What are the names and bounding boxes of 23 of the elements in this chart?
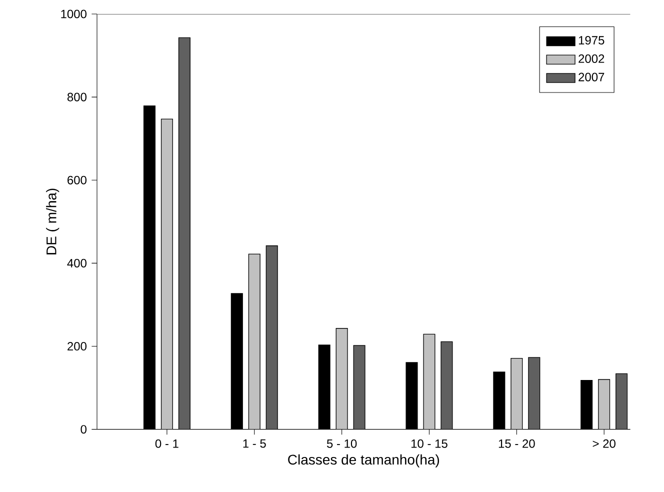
bar [178, 37, 190, 430]
x-tick-label: 15 - 20 [498, 439, 535, 448]
legend-label: 2007 [578, 72, 604, 82]
bar [353, 345, 366, 430]
y-tick-label: 800 [67, 92, 86, 102]
x-tick-label: > 20 [592, 439, 616, 448]
y-tick-label: 200 [68, 342, 86, 351]
x-tick-label: 0 - 1 [155, 439, 178, 448]
bar [528, 357, 540, 430]
y-tick-label: 1000 [61, 10, 86, 18]
y-tick-label: 400 [67, 258, 86, 268]
x-axis-title: Classes de tamanho(ha) [288, 454, 440, 468]
legend-label: 1975 [578, 36, 604, 45]
bar [616, 373, 628, 430]
bar [440, 341, 453, 430]
bar [266, 245, 278, 430]
y-tick-label: 600 [68, 176, 86, 184]
y-axis-title: DE ( m/ha) [46, 188, 60, 254]
legend-label: 2002 [578, 54, 604, 63]
y-tick-label: 0 [80, 425, 86, 434]
x-tick-label: 5 - 10 [326, 439, 357, 448]
x-tick-label: 1 - 5 [243, 439, 266, 448]
x-tick-label: 10 - 15 [411, 439, 448, 448]
